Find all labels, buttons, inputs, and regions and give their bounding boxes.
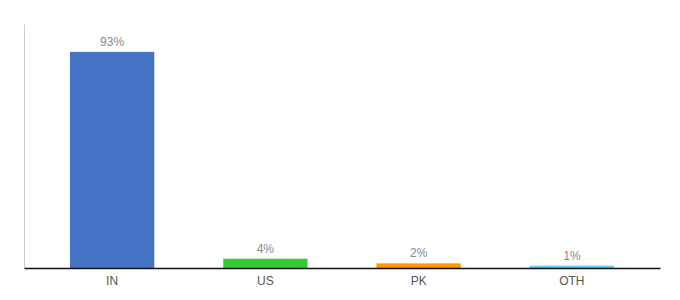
x-tick: IN <box>106 268 118 288</box>
x-tick-label: US <box>257 274 274 288</box>
x-tick: US <box>257 268 274 288</box>
y-axis-line <box>24 25 25 269</box>
bar <box>376 263 460 268</box>
data-label: 4% <box>257 242 275 256</box>
data-label: 93% <box>100 35 124 49</box>
x-axis: IN US PK OTH <box>25 268 661 288</box>
data-labels: 93% 4% 2% 1% <box>100 35 581 263</box>
chart: IN US PK OTH 93% 4% 2% 1% <box>0 0 680 300</box>
x-tick: PK <box>411 268 427 288</box>
bar <box>223 259 307 268</box>
x-tick: OTH <box>559 268 584 288</box>
y-axis <box>24 25 25 269</box>
x-tick-label: OTH <box>559 274 584 288</box>
data-label: 1% <box>563 249 581 263</box>
x-axis-line <box>25 268 661 270</box>
bar <box>70 52 154 268</box>
data-label: 2% <box>410 246 428 260</box>
bars <box>70 52 614 268</box>
bar <box>530 266 614 268</box>
x-tick-label: PK <box>411 274 427 288</box>
x-tick-label: IN <box>106 274 118 288</box>
plot: IN US PK OTH 93% 4% 2% 1% <box>25 25 661 288</box>
